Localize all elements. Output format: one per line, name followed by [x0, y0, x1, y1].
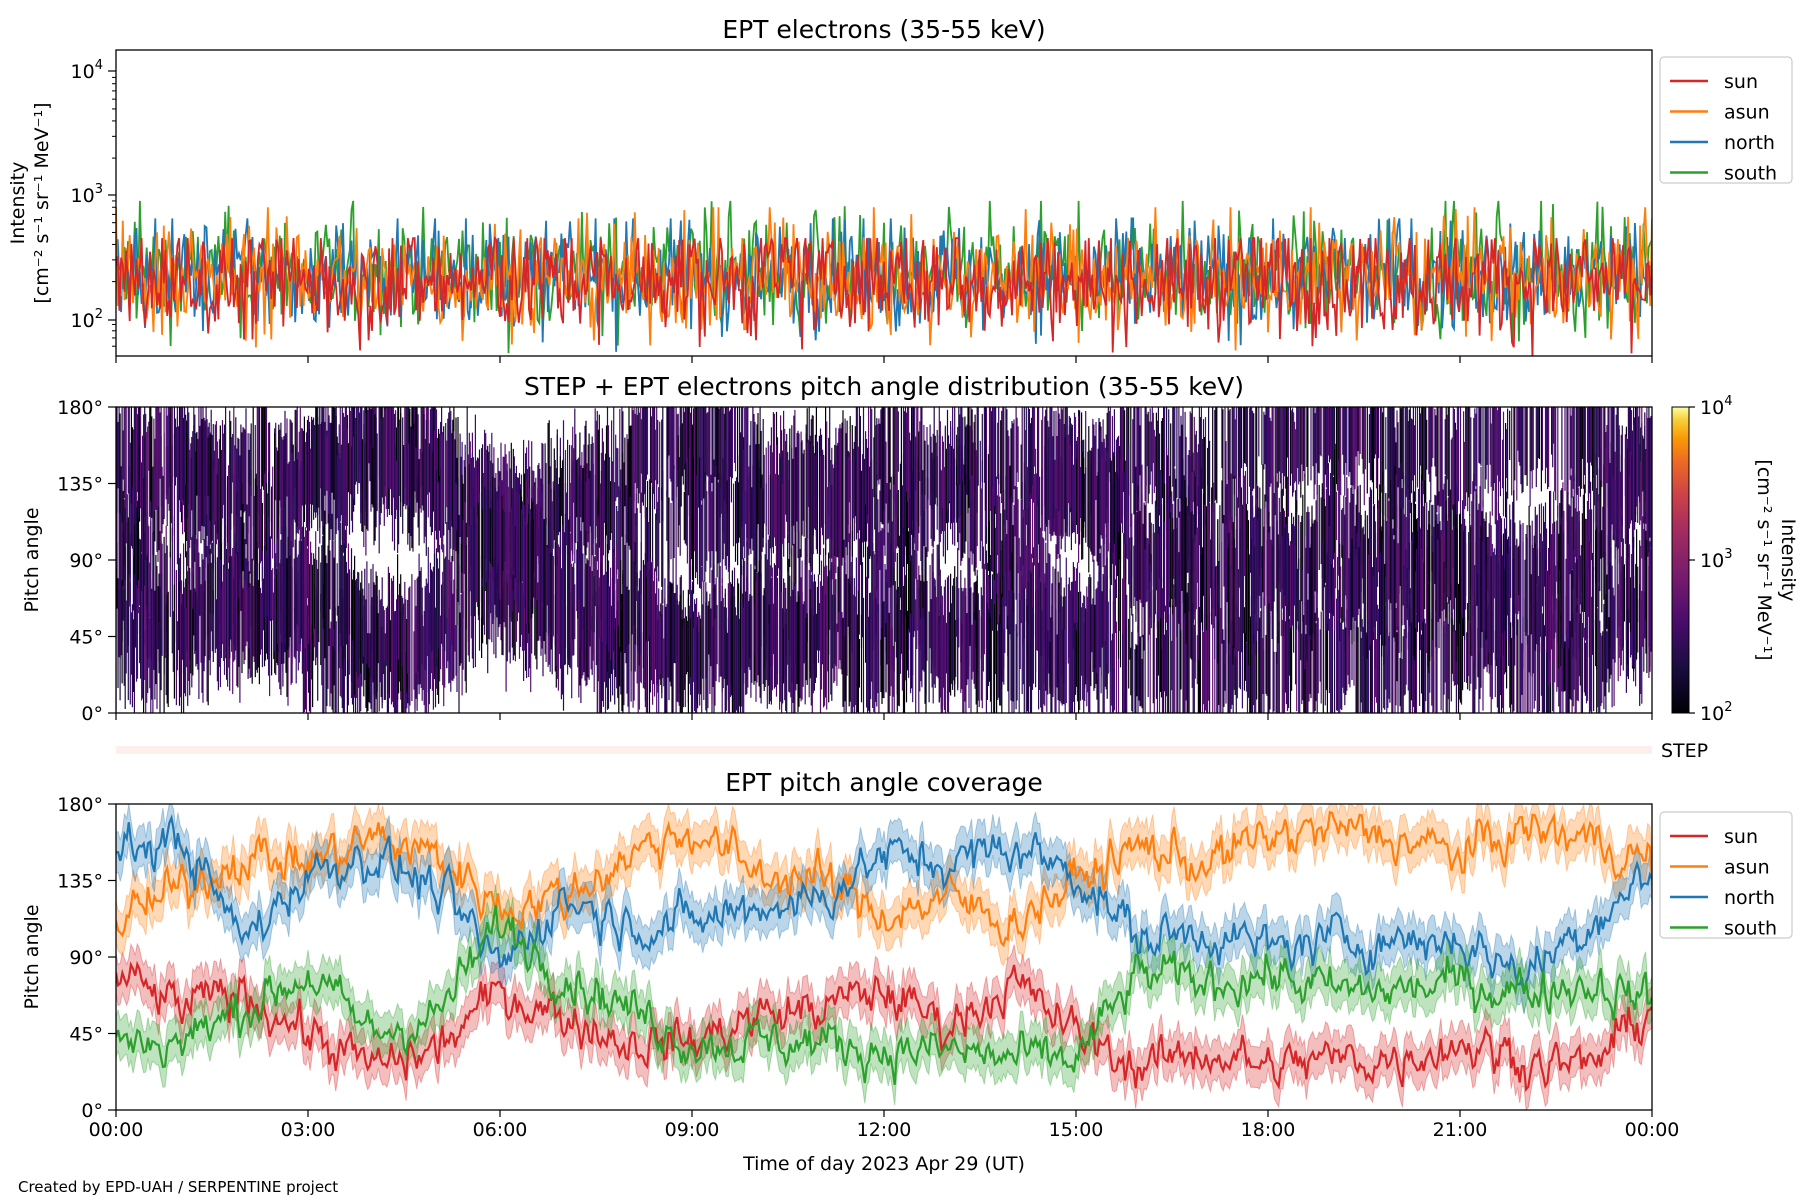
x-tick-label: 00:00	[89, 1119, 144, 1141]
panel4-series-sun	[116, 960, 1652, 1092]
panel1-title: EPT electrons (35-55 keV)	[722, 15, 1045, 44]
panel-pitch-distribution: STEP + EPT electrons pitch angle distrib…	[21, 372, 1799, 725]
colorbar-tick-1e3: 103	[1689, 547, 1732, 572]
panel2-ytick-label: 45°	[69, 627, 103, 649]
panel4-series-south	[116, 905, 1652, 1085]
panel2-ytick-label: 180°	[57, 397, 103, 419]
panel1-y-minor-ticks	[112, 76, 116, 347]
panel4-band-south	[116, 884, 1652, 1106]
panel4-x-ticks: 00:00 03:00 06:00 09:00 12:00 15:00 18:00 21:00…	[89, 1110, 1680, 1141]
svg-text:103: 103	[71, 182, 103, 207]
svg-text:102: 102	[71, 307, 103, 332]
panel1-legend-item-sun[interactable]: sun	[1670, 71, 1758, 93]
x-tick-label: 06:00	[473, 1119, 528, 1141]
legend-label-asun: asun	[1724, 857, 1770, 879]
colorbar-label: Intensity [cm⁻² s⁻¹ sr⁻¹ MeV⁻¹]	[1753, 459, 1799, 660]
svg-text:104: 104	[1700, 394, 1732, 419]
panel4-ytick-label: 45°	[69, 1024, 103, 1046]
panel-intensity: EPT electrons (35-55 keV) 102 103 104 In…	[7, 15, 1793, 363]
panel1-x-ticks	[115, 356, 1653, 363]
legend-label-north: north	[1724, 132, 1775, 154]
panel4-y-ticks: 0° 45° 90° 135° 180°	[57, 794, 116, 1122]
x-tick-label: 15:00	[1049, 1119, 1104, 1141]
step-strip	[116, 746, 1652, 754]
colorbar-tick-1e4: 104	[1689, 394, 1732, 419]
x-tick-label: 12:00	[857, 1119, 912, 1141]
legend-label-sun: sun	[1724, 826, 1758, 848]
colorbar: 102 103 104 Intensity [cm⁻² s⁻¹ sr⁻¹ MeV…	[1671, 394, 1799, 725]
colorbar-tick-1e2: 102	[1689, 700, 1732, 725]
panel2-ylabel: Pitch angle	[21, 507, 43, 612]
panel1-legend-box	[1659, 56, 1793, 184]
panel4-title: EPT pitch angle coverage	[725, 768, 1043, 797]
panel1-ytick-1e4: 104	[71, 58, 116, 83]
panel1-y-ticks: 102 103 104	[71, 58, 116, 332]
x-tick-label: 03:00	[281, 1119, 336, 1141]
panel2-ytick-label: 0°	[81, 703, 103, 725]
panel2-title: STEP + EPT electrons pitch angle distrib…	[524, 372, 1244, 401]
step-label: STEP	[1661, 740, 1708, 762]
x-tick-label: 00:00	[1625, 1119, 1680, 1141]
panel4-band-sun	[116, 942, 1652, 1110]
svg-text:103: 103	[1700, 547, 1732, 572]
panel4-series-asun	[116, 810, 1652, 948]
panel4-ytick-label: 180°	[57, 794, 103, 816]
panel1-legend-item-north[interactable]: north	[1670, 132, 1775, 154]
panel1-ylabel: Intensity	[7, 162, 29, 245]
panel4-ylabel: Pitch angle	[21, 904, 43, 1009]
panel4-legend-item-north[interactable]: north	[1670, 887, 1775, 909]
panel4-ytick-label: 0°	[81, 1100, 103, 1122]
panel1-ytick-1e2: 102	[71, 307, 116, 332]
panel1-ytick-1e3: 103	[71, 182, 116, 207]
panel-step-strip: STEP	[116, 740, 1708, 762]
panel4-series-north	[116, 814, 1652, 994]
x-tick-label: 21:00	[1433, 1119, 1488, 1141]
panel2-ytick-label: 135°	[57, 474, 103, 496]
legend-label-south: south	[1724, 163, 1777, 185]
panel2-y-ticks: 0° 45° 90° 135° 180°	[57, 397, 116, 725]
legend-label-sun: sun	[1724, 71, 1758, 93]
panel2-heatmap	[116, 407, 1652, 713]
panel2-x-ticks	[115, 713, 1653, 720]
panel4-legend-item-sun[interactable]: sun	[1670, 826, 1758, 848]
panel1-series-sun	[116, 235, 1652, 356]
legend-label-north: north	[1724, 887, 1775, 909]
panel4-legend-item-asun[interactable]: asun	[1670, 857, 1770, 879]
svg-text:102: 102	[1700, 700, 1732, 725]
svg-text:104: 104	[71, 58, 103, 83]
panel4-series-lines	[116, 810, 1652, 1092]
panel-pitch-coverage: EPT pitch angle coverage 0° 45° 90° 135° 180…	[21, 768, 1793, 1175]
panel1-legend[interactable]: sun asun north south	[1659, 56, 1793, 185]
legend-label-asun: asun	[1724, 102, 1770, 124]
colorbar-gradient	[1671, 406, 1690, 714]
panel4-legend[interactable]: sun asun north south	[1659, 811, 1793, 940]
x-tick-label: 09:00	[665, 1119, 720, 1141]
x-axis-label: Time of day 2023 Apr 29 (UT)	[742, 1153, 1025, 1175]
panel4-legend-box	[1659, 811, 1793, 939]
legend-label-south: south	[1724, 918, 1777, 940]
panel4-ytick-label: 135°	[57, 871, 103, 893]
x-tick-label: 18:00	[1241, 1119, 1296, 1141]
credit-text: Created by EPD-UAH / SERPENTINE project	[18, 1178, 338, 1196]
panel1-ylabel-units: [cm⁻² s⁻¹ sr⁻¹ MeV⁻¹]	[31, 102, 53, 303]
colorbar-label-text: Intensity	[1777, 519, 1799, 602]
panel1-legend-item-asun[interactable]: asun	[1670, 102, 1770, 124]
panel4-legend-item-south[interactable]: south	[1670, 918, 1777, 940]
panel1-series-lines	[116, 200, 1652, 356]
panel4-ytick-label: 90°	[69, 947, 103, 969]
colorbar-label-units: [cm⁻² s⁻¹ sr⁻¹ MeV⁻¹]	[1753, 459, 1775, 660]
panel2-ytick-label: 90°	[69, 550, 103, 572]
panel1-y-label: Intensity [cm⁻² s⁻¹ sr⁻¹ MeV⁻¹]	[7, 102, 53, 303]
panel1-legend-item-south[interactable]: south	[1670, 163, 1777, 185]
